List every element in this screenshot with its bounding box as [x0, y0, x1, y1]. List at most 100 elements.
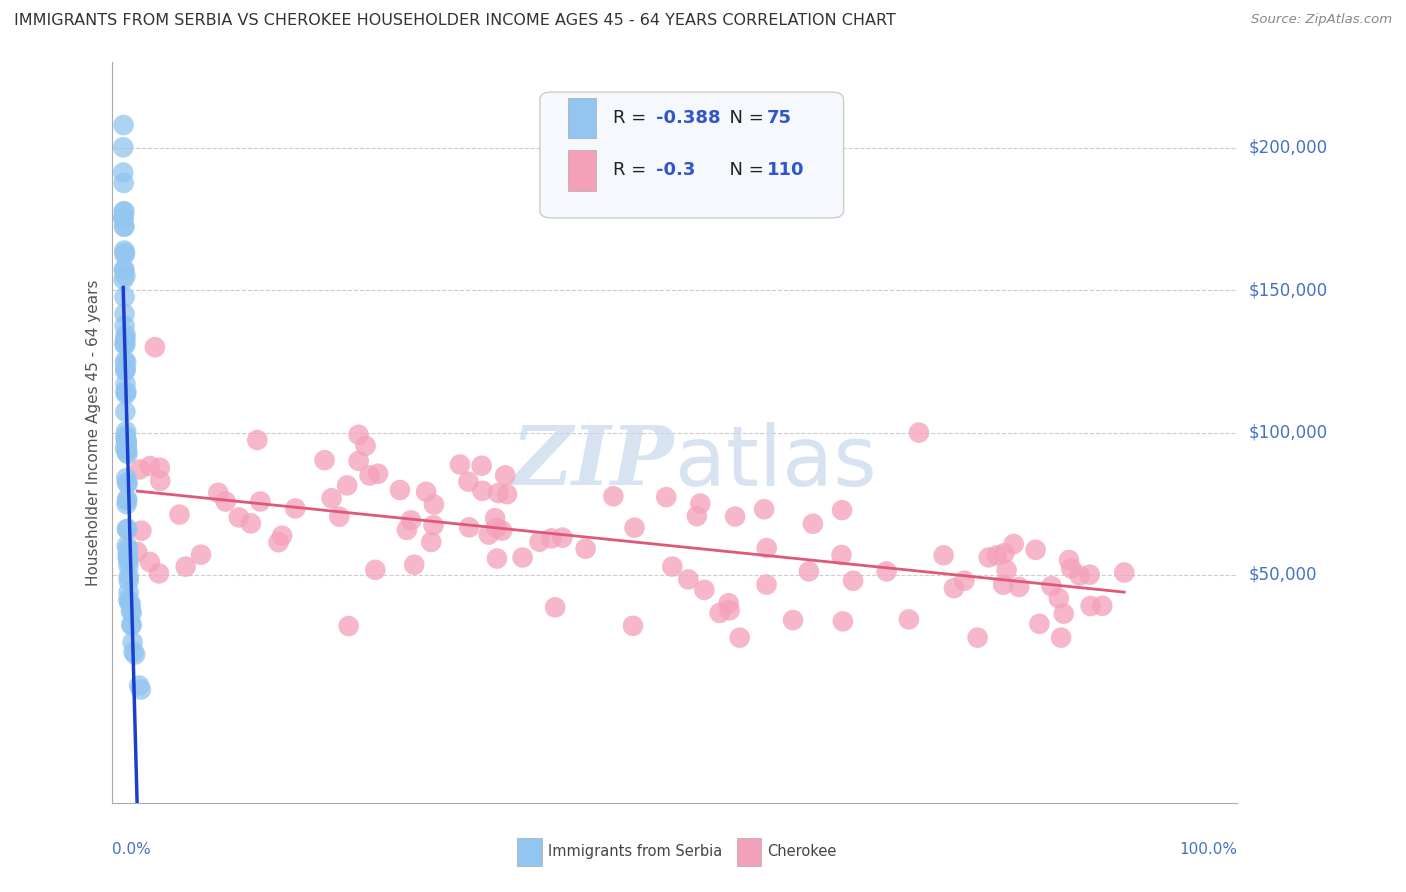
Point: [120, 617, 142, 632]
Point: [544, 600, 567, 615]
Point: [512, 550, 534, 565]
FancyBboxPatch shape: [568, 150, 596, 191]
Point: [127, 545, 149, 559]
Point: [174, 559, 197, 574]
Point: [602, 489, 624, 503]
Point: [114, 318, 136, 333]
Point: [1047, 591, 1070, 606]
Point: [112, 211, 135, 226]
Point: [842, 574, 865, 588]
Point: [114, 290, 136, 304]
Point: [112, 211, 135, 225]
Point: [724, 509, 747, 524]
Point: [359, 468, 381, 483]
Point: [115, 522, 138, 536]
Point: [114, 376, 136, 391]
Point: [114, 334, 136, 348]
Point: [118, 595, 141, 609]
Point: [1028, 616, 1050, 631]
Point: [942, 581, 965, 595]
Point: [128, 462, 150, 476]
Point: [190, 548, 212, 562]
FancyBboxPatch shape: [540, 92, 844, 218]
Point: [117, 476, 139, 491]
Point: [422, 518, 444, 533]
Point: [121, 635, 143, 649]
Point: [115, 493, 138, 508]
Point: [1091, 599, 1114, 613]
Point: [112, 140, 135, 154]
Point: [693, 582, 716, 597]
Point: [115, 425, 138, 439]
Point: [117, 541, 139, 556]
Point: [1060, 561, 1083, 575]
Text: N =: N =: [717, 161, 769, 179]
Point: [115, 497, 138, 511]
Point: [831, 503, 853, 517]
Point: [314, 453, 336, 467]
Point: [728, 631, 751, 645]
Point: [114, 362, 136, 376]
Text: IMMIGRANTS FROM SERBIA VS CHEROKEE HOUSEHOLDER INCOME AGES 45 - 64 YEARS CORRELA: IMMIGRANTS FROM SERBIA VS CHEROKEE HOUSE…: [14, 13, 896, 29]
Point: [207, 486, 229, 500]
Point: [139, 555, 162, 569]
Point: [149, 474, 172, 488]
Point: [458, 520, 481, 534]
Point: [782, 613, 804, 627]
Point: [494, 468, 516, 483]
Text: R =: R =: [613, 109, 652, 127]
Point: [129, 682, 152, 697]
Point: [112, 118, 135, 132]
Point: [491, 524, 513, 538]
Point: [117, 551, 139, 566]
Text: $100,000: $100,000: [1249, 424, 1327, 442]
Point: [953, 574, 976, 588]
Point: [755, 577, 778, 591]
Text: R =: R =: [613, 161, 652, 179]
Point: [551, 531, 574, 545]
Point: [114, 327, 136, 342]
Point: [284, 501, 307, 516]
Point: [399, 513, 422, 527]
Point: [115, 434, 138, 449]
Point: [112, 219, 135, 234]
Point: [131, 524, 153, 538]
FancyBboxPatch shape: [517, 838, 543, 866]
Point: [689, 496, 711, 510]
Point: [114, 432, 136, 446]
Point: [115, 471, 138, 485]
Point: [977, 550, 1000, 565]
Point: [115, 387, 138, 401]
Point: [354, 439, 377, 453]
Point: [709, 606, 731, 620]
Point: [1002, 537, 1025, 551]
Point: [752, 502, 775, 516]
Point: [267, 535, 290, 549]
Point: [471, 483, 494, 498]
Point: [449, 458, 471, 472]
Point: [139, 458, 162, 473]
Point: [621, 619, 644, 633]
Point: [1040, 579, 1063, 593]
Point: [117, 447, 139, 461]
Point: [114, 337, 136, 351]
Point: [423, 498, 446, 512]
Text: $150,000: $150,000: [1249, 281, 1327, 299]
Point: [114, 268, 136, 283]
Point: [1078, 567, 1101, 582]
Text: $50,000: $50,000: [1249, 566, 1317, 584]
Point: [336, 478, 359, 492]
Point: [117, 585, 139, 599]
Point: [801, 516, 824, 531]
Point: [271, 529, 294, 543]
Point: [488, 486, 510, 500]
Point: [117, 522, 139, 536]
Text: 0.0%: 0.0%: [112, 842, 152, 856]
Text: 110: 110: [768, 161, 804, 179]
Point: [1080, 599, 1102, 613]
Point: [117, 592, 139, 607]
Point: [115, 491, 138, 506]
Point: [471, 458, 494, 473]
Point: [388, 483, 411, 497]
Point: [114, 384, 136, 399]
